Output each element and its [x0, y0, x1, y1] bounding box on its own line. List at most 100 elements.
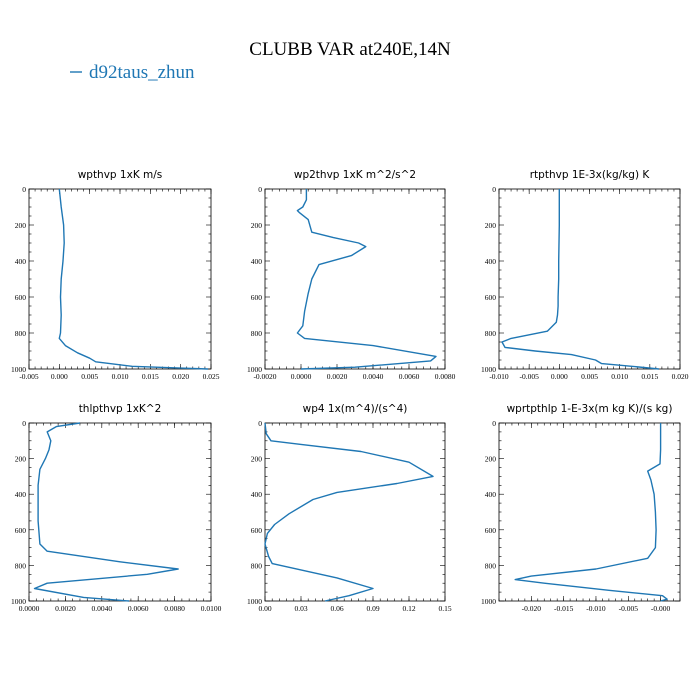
y-tick-label: 200 [485, 221, 497, 230]
y-tick-label: 0 [492, 185, 496, 194]
x-tick-label: 0.12 [402, 604, 415, 613]
x-tick-label: 0.015 [641, 372, 658, 381]
y-tick-label: 800 [251, 561, 263, 570]
series-line [33, 422, 179, 602]
plot-frame [28, 422, 212, 602]
x-tick-label: 0.06 [330, 604, 343, 613]
x-tick-label: 0.000 [551, 372, 568, 381]
panel-title: wp4 1x(m^4)/(s^4) [303, 403, 408, 415]
y-tick-label: 1000 [247, 597, 262, 606]
y-tick-label: 0 [492, 419, 496, 428]
x-tick-label: 0.0040 [91, 604, 112, 613]
x-tick-label: -0.010 [586, 604, 606, 613]
y-tick-label: 200 [251, 455, 263, 464]
series-line [58, 188, 209, 370]
x-tick-label: 0.15 [438, 604, 451, 613]
panel-title: rtpthvp 1E-3x(kg/kg) K [530, 169, 651, 181]
x-tick-label: 0.005 [581, 372, 598, 381]
x-tick-label: -0.0020 [253, 372, 276, 381]
y-tick-label: 1000 [247, 365, 262, 374]
x-tick-label: 0.00 [258, 604, 271, 613]
x-tick-label: -0.015 [554, 604, 574, 613]
plot-frame [28, 188, 212, 370]
plot-frame [264, 188, 446, 370]
plot-frame [498, 422, 681, 602]
y-tick-label: 400 [15, 257, 27, 266]
x-tick-label: 0.0060 [128, 604, 149, 613]
x-tick-label: 0.020 [172, 372, 189, 381]
panel-title: thlpthvp 1xK^2 [79, 403, 162, 415]
panel-5: wp4 1x(m^4)/(s^4) 0.00 0.03 0.06 0.09 0.12 0.1… [247, 403, 452, 613]
x-tick-label: 0.005 [81, 372, 98, 381]
y-tick-label: 600 [15, 526, 27, 535]
y-tick-label: 400 [251, 257, 263, 266]
x-tick-label: 0.09 [366, 604, 379, 613]
x-tick-label: -0.020 [522, 604, 542, 613]
panel-grid: wpthvp 1xK m/s-0.005 0.000 0.005 0.010 0.015… [11, 169, 689, 613]
y-tick-label: 600 [485, 526, 497, 535]
x-tick-label: 0.0080 [435, 372, 456, 381]
x-tick-label: 0.0000 [291, 372, 312, 381]
panel-title: wpthvp 1xK m/s [78, 169, 163, 181]
panel-2: wp2thvp 1xK m^2/s^2 -0.0020 0.0000 0.0020 0.… [247, 169, 456, 381]
x-tick-label: -0.005 [619, 604, 639, 613]
x-tick-label: 0.0060 [399, 372, 420, 381]
y-tick-label: 800 [251, 329, 263, 338]
y-tick-label: 1000 [481, 365, 496, 374]
panel-title: wprtpthlp 1-E-3x(m kg K)/(s kg) [507, 403, 673, 415]
x-tick-label: 0.010 [112, 372, 129, 381]
x-tick-label: -0.010 [489, 372, 509, 381]
x-tick-label: 0.03 [294, 604, 307, 613]
y-tick-label: 1000 [11, 365, 26, 374]
y-tick-label: 800 [15, 561, 27, 570]
series-line [296, 189, 437, 370]
legend: d92taus_zhun [70, 62, 195, 83]
series-line [501, 189, 659, 370]
x-tick-label: 0.0040 [363, 372, 384, 381]
y-tick-label: 400 [485, 490, 497, 499]
y-tick-label: 400 [15, 490, 27, 499]
y-tick-label: 800 [15, 329, 27, 338]
panel-4: thlpthvp 1xK^2 0.0000 0.0020 0.0040 0.0060 0.… [11, 403, 222, 613]
x-tick-label: 0.025 [203, 372, 220, 381]
y-tick-label: 600 [251, 526, 263, 535]
y-tick-label: 0 [258, 185, 262, 194]
y-tick-label: 0 [22, 419, 26, 428]
y-tick-label: 0 [258, 419, 262, 428]
y-tick-label: 800 [485, 561, 497, 570]
y-tick-label: 600 [15, 293, 27, 302]
y-tick-label: 1000 [481, 597, 496, 606]
figure-title: CLUBB VAR at240E,14N [249, 39, 451, 60]
legend-label: d92taus_zhun [89, 62, 195, 83]
plot-frame [498, 188, 681, 370]
x-tick-label: 0.0100 [201, 604, 222, 613]
y-tick-label: 0 [22, 185, 26, 194]
series-line [514, 423, 668, 602]
x-tick-label: 0.015 [142, 372, 159, 381]
y-tick-label: 800 [485, 329, 497, 338]
y-tick-label: 400 [485, 257, 497, 266]
x-tick-label: 0.0080 [164, 604, 185, 613]
y-tick-label: 1000 [11, 597, 26, 606]
x-tick-label: 0.0000 [19, 604, 40, 613]
x-tick-label: 0.010 [611, 372, 628, 381]
panel-6: wprtpthlp 1-E-3x(m kg K)/(s kg) -0.020 -0.… [481, 403, 681, 613]
x-tick-label: 0.0020 [327, 372, 348, 381]
panel-3: rtpthvp 1E-3x(kg/kg) K -0.010 -0.005 0.000 0… [481, 169, 689, 381]
y-tick-label: 600 [251, 293, 263, 302]
series-line [264, 422, 434, 602]
y-tick-label: 600 [485, 293, 497, 302]
y-tick-label: 200 [15, 221, 27, 230]
panel-title: wp2thvp 1xK m^2/s^2 [294, 169, 416, 181]
x-tick-label: 0.000 [51, 372, 68, 381]
x-tick-label: 0.0020 [55, 604, 76, 613]
x-tick-label: -0.005 [519, 372, 539, 381]
y-tick-label: 200 [485, 455, 497, 464]
y-tick-label: 400 [251, 490, 263, 499]
panel-1: wpthvp 1xK m/s -0.005 0.000 0.005 0.010 0.015… [11, 169, 220, 381]
x-tick-label: 0.020 [672, 372, 689, 381]
y-tick-label: 200 [251, 221, 263, 230]
x-tick-label: -0.000 [651, 604, 671, 613]
y-tick-label: 200 [15, 455, 27, 464]
